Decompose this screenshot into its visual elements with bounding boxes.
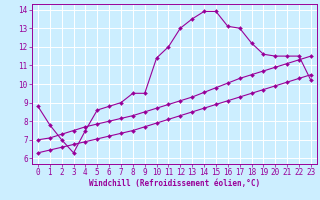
X-axis label: Windchill (Refroidissement éolien,°C): Windchill (Refroidissement éolien,°C)	[89, 179, 260, 188]
